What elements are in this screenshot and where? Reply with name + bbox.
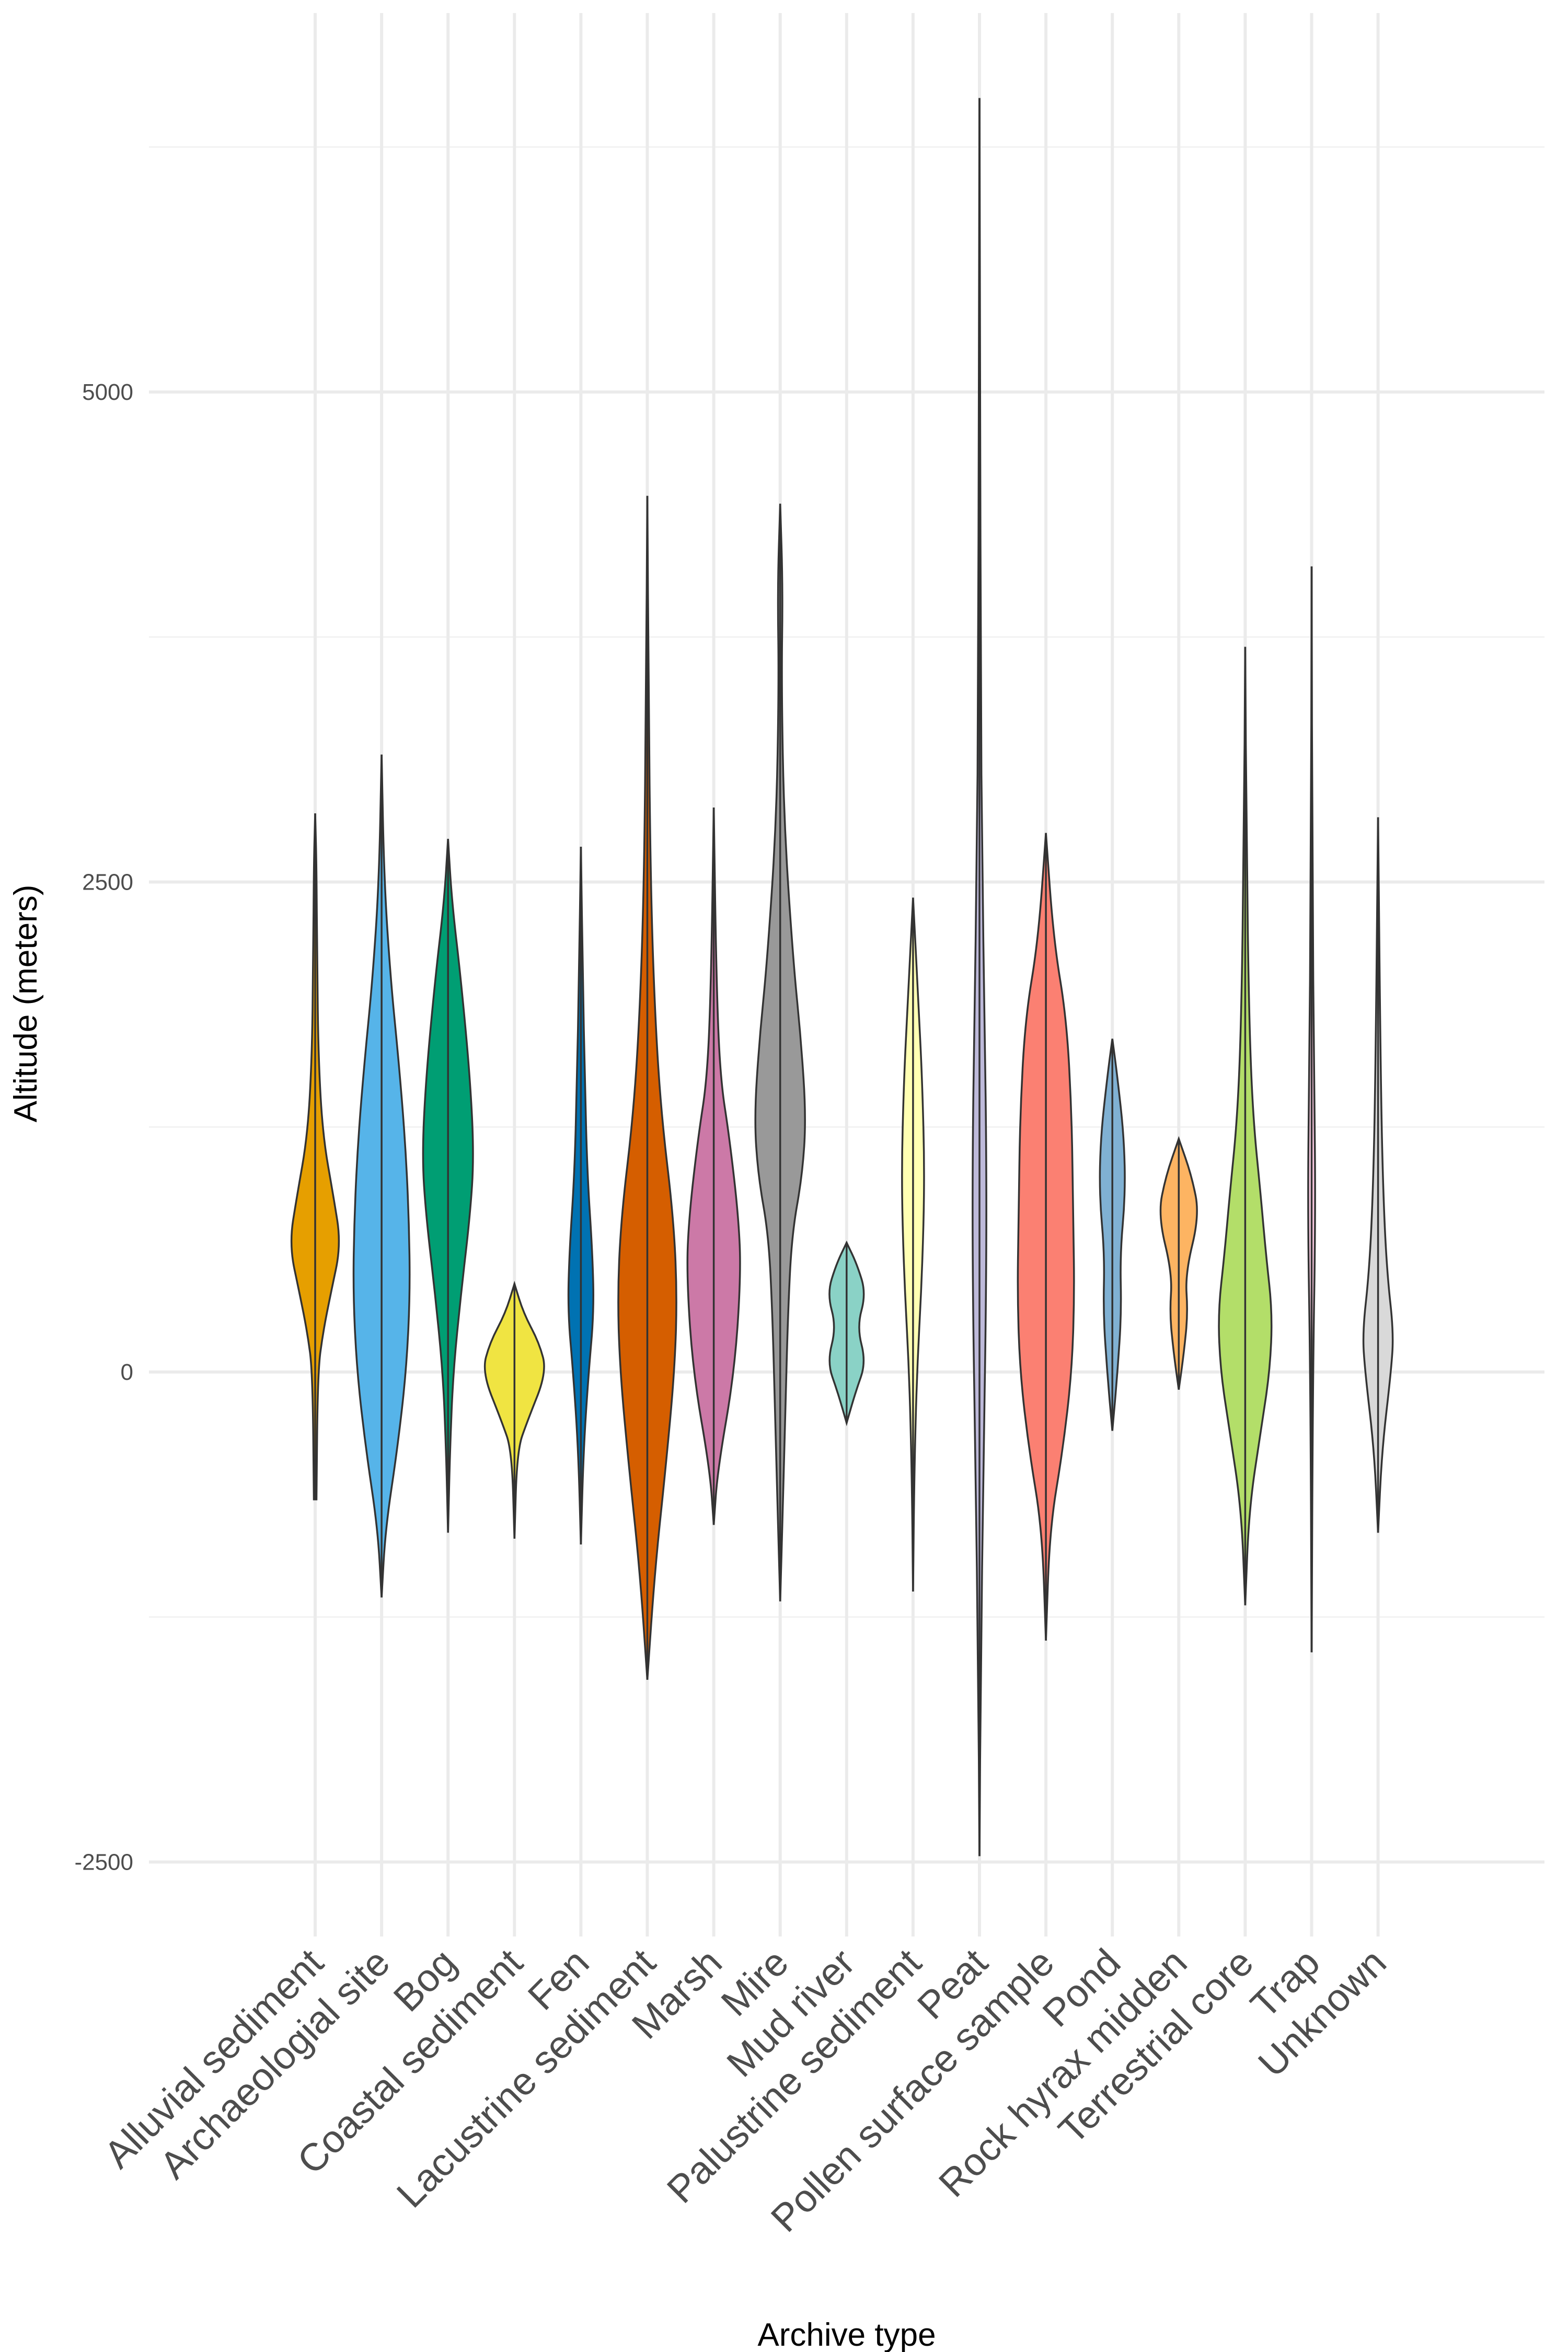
y-tick-label: 2500 [82,870,133,895]
y-axis-title: Altitude (meters) [8,885,44,1123]
y-tick-label: -2500 [74,1850,133,1875]
x-axis-title: Archive type [757,2317,936,2352]
y-tick-label: 5000 [82,379,133,405]
y-tick-label: 0 [121,1359,133,1385]
